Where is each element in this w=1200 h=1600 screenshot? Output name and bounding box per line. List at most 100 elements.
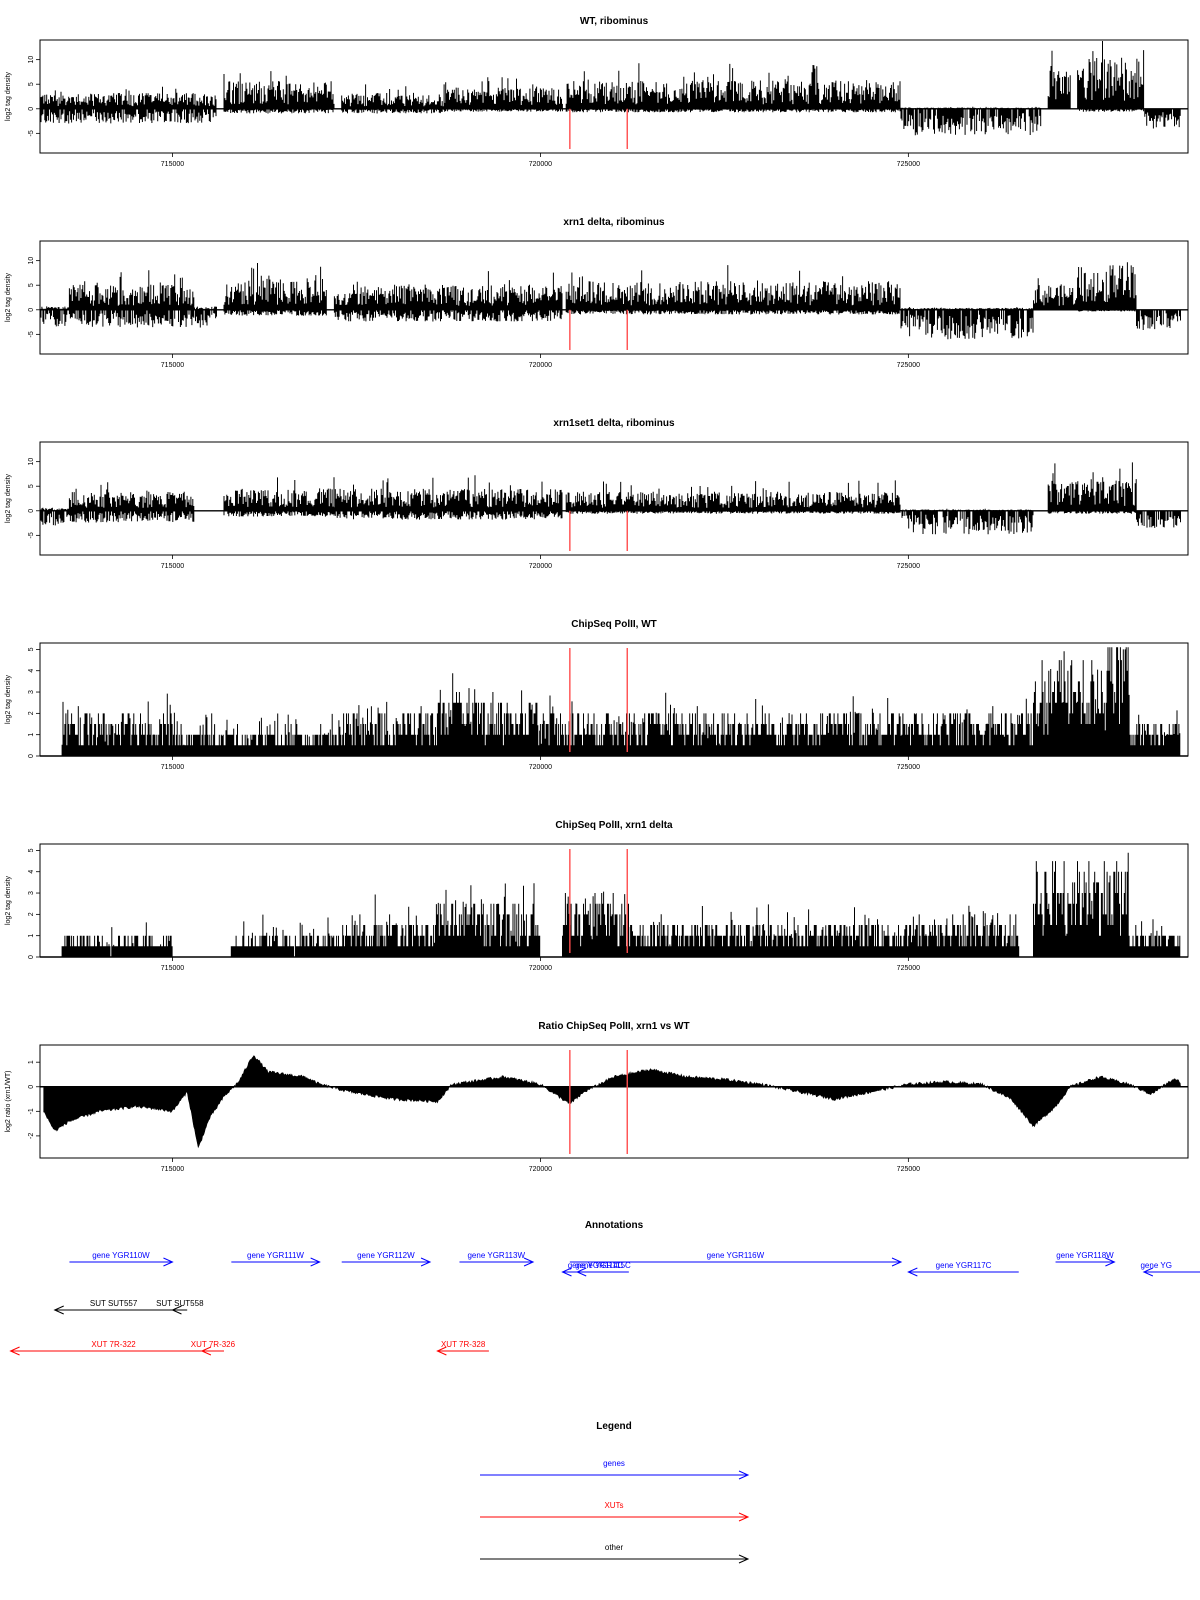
y-tick-label: 0 xyxy=(28,509,35,513)
y-tick-label: 10 xyxy=(28,458,35,466)
y-tick-label: -5 xyxy=(28,532,35,538)
x-tick-label: 715000 xyxy=(161,965,184,972)
x-tick-label: 725000 xyxy=(897,161,920,168)
x-tick-label: 720000 xyxy=(529,764,552,771)
annotations-track: Annotations gene YGR110W gene YGR111W gene … xyxy=(9,1220,1200,1356)
feature-arrowhead xyxy=(436,1346,447,1356)
y-tick-label: 4 xyxy=(28,870,35,874)
feature-arrowhead xyxy=(561,1267,572,1277)
feature-label: gene YGR113W xyxy=(467,1251,525,1260)
panel-xrn1_ribo: xrn1 delta, ribominus log2 tag density -5 0… xyxy=(5,217,1189,369)
feature-label: gene YGR114C xyxy=(568,1261,624,1270)
y-tick-label: 1 xyxy=(28,934,35,938)
y-axis-label: log2 tag density xyxy=(5,71,12,121)
annotation-feature: XUT 7R-326 xyxy=(191,1340,236,1356)
feature-label: XUT 7R-322 xyxy=(91,1340,136,1349)
feature-label: gene YGR115C xyxy=(575,1261,631,1270)
y-tick-label: -2 xyxy=(28,1133,35,1139)
y-tick-label: -5 xyxy=(28,331,35,337)
x-tick-label: 725000 xyxy=(897,764,920,771)
annotation-feature: gene YG xyxy=(1140,1261,1200,1277)
annotation-feature: SUT SUT558 xyxy=(156,1299,204,1315)
feature-arrowhead xyxy=(163,1257,174,1267)
y-tick-label: 2 xyxy=(28,711,35,715)
y-tick-label: 0 xyxy=(28,754,35,758)
feature-label: SUT SUT558 xyxy=(156,1299,204,1308)
y-axis-label: log2 tag density xyxy=(5,674,12,724)
y-tick-label: 0 xyxy=(28,1085,35,1089)
panel-chip_xrn1: ChipSeq PolII, xrn1 delta log2 tag densit… xyxy=(5,820,1189,972)
y-tick-label: 10 xyxy=(28,257,35,265)
panel-title: xrn1 delta, ribominus xyxy=(563,217,665,228)
y-tick-label: 4 xyxy=(28,669,35,673)
x-tick-label: 720000 xyxy=(529,563,552,570)
feature-label: gene YGR116W xyxy=(707,1251,765,1260)
legend-item: genes xyxy=(480,1459,750,1480)
annotation-feature: gene YGR110W xyxy=(69,1251,174,1267)
annotation-feature: XUT 7R-328 xyxy=(436,1340,489,1356)
y-tick-label: 0 xyxy=(28,107,35,111)
panel-title: xrn1set1 delta, ribominus xyxy=(553,418,675,429)
legend-label: genes xyxy=(603,1459,625,1468)
feature-arrowhead xyxy=(891,1257,903,1267)
signal-bars xyxy=(39,41,1181,136)
x-tick-label: 715000 xyxy=(161,764,184,771)
feature-arrowhead xyxy=(575,1267,587,1277)
y-tick-label: 0 xyxy=(28,308,35,312)
legend-label: other xyxy=(605,1543,624,1552)
panel-xrn1set1_ribo: xrn1set1 delta, ribominus log2 tag densit… xyxy=(5,418,1189,570)
feature-label: gene YGR117C xyxy=(936,1261,992,1270)
y-tick-label: 3 xyxy=(28,891,35,895)
y-tick-label: 5 xyxy=(28,484,35,488)
feature-label: SUT SUT557 xyxy=(90,1299,138,1308)
y-axis-label: log2 ratio (xrn1/WT) xyxy=(5,1071,12,1133)
x-tick-label: 725000 xyxy=(897,965,920,972)
signal-bars xyxy=(39,262,1181,340)
signal-bars xyxy=(39,462,1181,535)
annotation-feature: gene YGR117C xyxy=(907,1261,1019,1277)
feature-arrowhead xyxy=(523,1257,535,1267)
x-tick-label: 715000 xyxy=(161,161,184,168)
annotation-feature: gene YGR116W xyxy=(569,1251,903,1267)
y-tick-label: 5 xyxy=(28,647,35,651)
y-axis-label: log2 tag density xyxy=(5,875,12,925)
annotation-feature: SUT SUT557 xyxy=(53,1299,173,1315)
legend-arrowhead xyxy=(738,1470,750,1480)
feature-arrowhead xyxy=(907,1267,918,1277)
panel-ratio: Ratio ChipSeq PolII, xrn1 vs WT log2 rati… xyxy=(5,1021,1189,1173)
feature-label: gene YGR112W xyxy=(357,1251,415,1260)
y-tick-label: 5 xyxy=(28,82,35,86)
legend-label: XUTs xyxy=(604,1501,623,1510)
feature-arrowhead xyxy=(310,1257,321,1267)
annotation-feature: gene YGR113W xyxy=(459,1251,535,1267)
panel-title: Ratio ChipSeq PolII, xrn1 vs WT xyxy=(538,1021,689,1032)
y-tick-label: 1 xyxy=(28,1060,35,1064)
feature-arrowhead xyxy=(200,1346,212,1356)
feature-arrowhead xyxy=(1105,1257,1116,1267)
annotation-feature: gene YGR115C xyxy=(575,1261,631,1277)
feature-label: gene YGR118W xyxy=(1056,1251,1114,1260)
x-tick-label: 725000 xyxy=(897,362,920,369)
plot-frame xyxy=(39,240,1189,355)
y-tick-label: 2 xyxy=(28,912,35,916)
feature-label: gene YGR110W xyxy=(92,1251,150,1260)
y-tick-label: 5 xyxy=(28,283,35,287)
y-tick-label: 1 xyxy=(28,733,35,737)
y-axis-label: log2 tag density xyxy=(5,473,12,523)
x-tick-label: 725000 xyxy=(897,563,920,570)
feature-arrowhead xyxy=(9,1346,20,1356)
panel-title: ChipSeq PolII, WT xyxy=(571,619,657,630)
legend-arrowhead xyxy=(738,1512,750,1522)
panel-title: ChipSeq PolII, xrn1 delta xyxy=(555,820,673,831)
y-tick-label: 10 xyxy=(28,56,35,64)
x-tick-label: 720000 xyxy=(529,1166,552,1173)
feature-label: gene YG xyxy=(1140,1261,1171,1270)
signal-bars xyxy=(61,852,1181,957)
feature-label: XUT 7R-326 xyxy=(191,1340,236,1349)
annotation-feature: XUT 7R-322 xyxy=(9,1340,217,1356)
annotation-feature: gene YGR118W xyxy=(1055,1251,1116,1267)
panel-chip_wt: ChipSeq PolII, WT log2 tag density 0 1 2 3 4 5 7… xyxy=(5,619,1189,771)
y-axis-label: log2 tag density xyxy=(5,272,12,322)
y-tick-label: -1 xyxy=(28,1108,35,1114)
